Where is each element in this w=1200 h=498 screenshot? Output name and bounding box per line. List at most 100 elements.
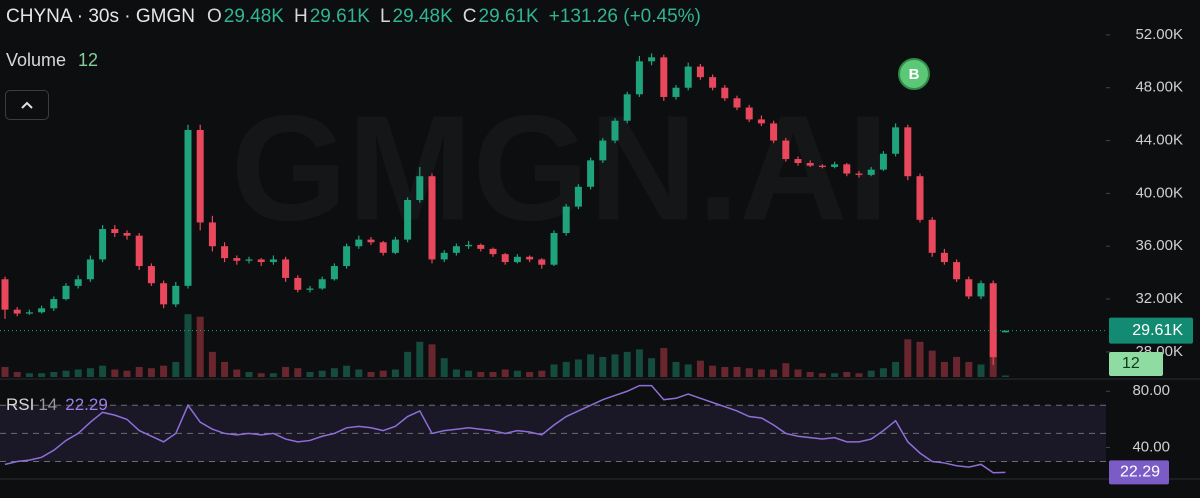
volume-bar [623,351,631,377]
y-tick-label: 32.00K [1135,290,1183,307]
volume-bar [855,373,863,377]
buy-marker-label: B [909,66,920,83]
volume-badge [1109,352,1163,376]
candle-body [74,279,82,286]
candle-body [867,169,875,175]
volume-bar [391,369,399,377]
rsi-line [4,384,1006,474]
candle-body [477,244,485,249]
candle-body [233,258,241,261]
rsi-last-label: 22.29 [1120,464,1160,481]
candle-body [1,279,9,310]
buy-marker [898,58,930,90]
volume-bar [86,368,94,377]
ohlc-values: O 29.48K H 29.61K L 29.48K C 29.61K [199,6,539,28]
volume-legend: Volume 12 [6,50,98,71]
volume-bar [721,366,729,377]
candle-body [782,140,790,160]
candle-body [404,199,412,240]
candle-body [440,252,448,260]
candle-body [831,164,839,167]
volume-bar [135,366,143,377]
volume-bar [74,369,82,377]
volume-bar [806,371,814,377]
candle-body [989,283,997,358]
volume-bar [709,365,717,377]
volume-bar [428,344,436,377]
volume-value: 12 [78,50,99,70]
candle-body [696,66,704,78]
last-price-label: 29.61K [1132,322,1183,339]
candle-body [501,254,509,263]
rsi-legend: RSI 14 22.29 [6,395,108,415]
volume-bar [367,371,375,377]
volume-bar [599,356,607,377]
volume-bar [965,361,973,377]
candle-body [111,229,119,234]
volume-bar [867,370,875,377]
volume-bar [538,370,546,377]
volume-bar [757,369,765,377]
candle-body [184,129,192,286]
candle-body [86,259,94,280]
volume-bar [550,364,558,377]
volume-bar [440,358,448,377]
watermark: GMGN.AI [231,84,889,252]
ohlc-value: 29.48K [392,6,453,27]
header: CHYNA · 30s · GMGN O 29.48K H 29.61K L 29.48K… [6,6,701,28]
candle-body [953,262,961,280]
candle-body [1001,330,1009,333]
candle-body [62,285,70,300]
volume-bar [1001,375,1009,377]
candle-body [904,127,912,177]
volume-bar [818,373,826,377]
volume-bar [733,366,741,377]
volume-bar [526,371,534,377]
volume-bar [843,371,851,377]
volume-bar [245,371,253,377]
volume-bar [562,361,570,377]
volume-bar [513,370,521,377]
rsi-badge [1109,460,1169,485]
volume-bar [770,369,778,377]
candle-body [50,299,58,309]
volume-name: Volume [6,50,67,70]
volume-bar [489,371,497,377]
candle-body [172,285,180,305]
rsi-tick-label: 40.00 [1132,438,1170,455]
y-tick-label: 40.00K [1135,184,1183,201]
candle-body [709,77,717,88]
candle-body [648,57,656,62]
ohlc-key: L [379,6,391,27]
volume-bar [672,361,680,377]
volume-bar [696,360,704,377]
candle-body [977,283,985,297]
volume-bar [330,368,338,377]
candle-body [660,57,668,97]
volume-bar [233,369,241,377]
candle-body [684,66,692,88]
rsi-period: 14 [38,395,58,414]
volume-bar [782,363,790,377]
candle-body [611,120,619,141]
candle-body [196,129,204,223]
volume-bar [147,368,155,377]
volume-bar [318,370,326,377]
volume-bar [587,354,595,377]
rsi-name: RSI [6,395,35,414]
ohlc-value: 29.61K [309,6,370,27]
volume-bar [282,366,290,377]
candle-body [770,123,778,141]
candle-body [928,219,936,253]
candle-body [672,87,680,97]
collapse-button[interactable] [5,90,49,120]
volume-bar [904,339,912,377]
volume-bar [111,369,119,377]
ohlc-key: H [294,6,308,27]
volume-bar [953,356,961,377]
volume-bar [172,361,180,377]
candle-body [13,309,21,314]
volume-bar [611,354,619,377]
candle-body [330,266,338,280]
candle-body [160,283,168,305]
